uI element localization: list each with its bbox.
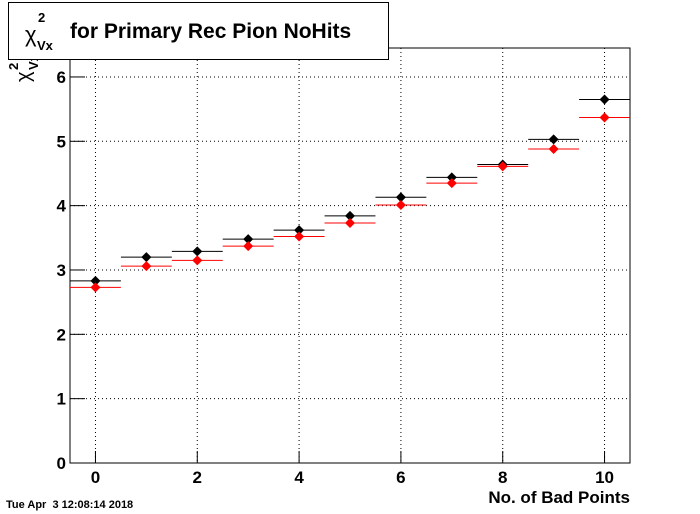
marker <box>446 178 457 189</box>
y-tick-label: 1 <box>57 390 66 409</box>
title-sup: 2 <box>38 10 45 25</box>
x-tick-label: 4 <box>294 468 304 487</box>
marker <box>548 134 559 145</box>
plot-area: 0 1 2 3 4 5 6 0 2 4 6 8 10 <box>57 47 631 487</box>
marker <box>294 225 305 236</box>
marker <box>141 252 152 263</box>
marker <box>599 94 610 105</box>
marker <box>497 161 508 172</box>
x-tick-label: 0 <box>91 468 100 487</box>
marker <box>90 282 101 293</box>
marker <box>90 275 101 286</box>
marker <box>192 246 203 257</box>
marker <box>395 192 406 203</box>
marker <box>548 144 559 155</box>
y-label-sup: 2 <box>6 63 21 70</box>
y-tick-label: 0 <box>57 454 66 473</box>
y-tick-label: 3 <box>57 261 66 280</box>
chart-title: for Primary Rec Pion NoHits <box>70 20 351 43</box>
marker <box>243 241 254 252</box>
x-tick-label: 2 <box>193 468 202 487</box>
x-tick-label: 6 <box>396 468 405 487</box>
x-tick-label: 8 <box>498 468 507 487</box>
title-symbol: χ <box>25 22 37 47</box>
title-box <box>8 2 389 60</box>
marker <box>192 255 203 266</box>
timestamp: Tue Apr 3 12:08:14 2018 <box>6 499 133 511</box>
marker <box>294 231 305 242</box>
y-tick-label: 4 <box>57 197 67 216</box>
marker <box>345 218 355 229</box>
marker <box>395 199 406 210</box>
marker <box>243 234 254 245</box>
marker <box>599 112 610 123</box>
frame <box>69 47 631 464</box>
y-tick-label: 6 <box>57 68 66 87</box>
x-axis-label: No. of Bad Points <box>488 488 630 507</box>
title-sub: Vx <box>37 38 54 53</box>
y-tick-label: 2 <box>57 325 66 344</box>
marker <box>141 261 152 272</box>
marker <box>446 172 457 183</box>
y-label-symbol: χ <box>13 71 35 82</box>
marker <box>345 210 355 221</box>
y-tick-label: 5 <box>57 132 66 151</box>
x-tick-label: 10 <box>595 468 614 487</box>
